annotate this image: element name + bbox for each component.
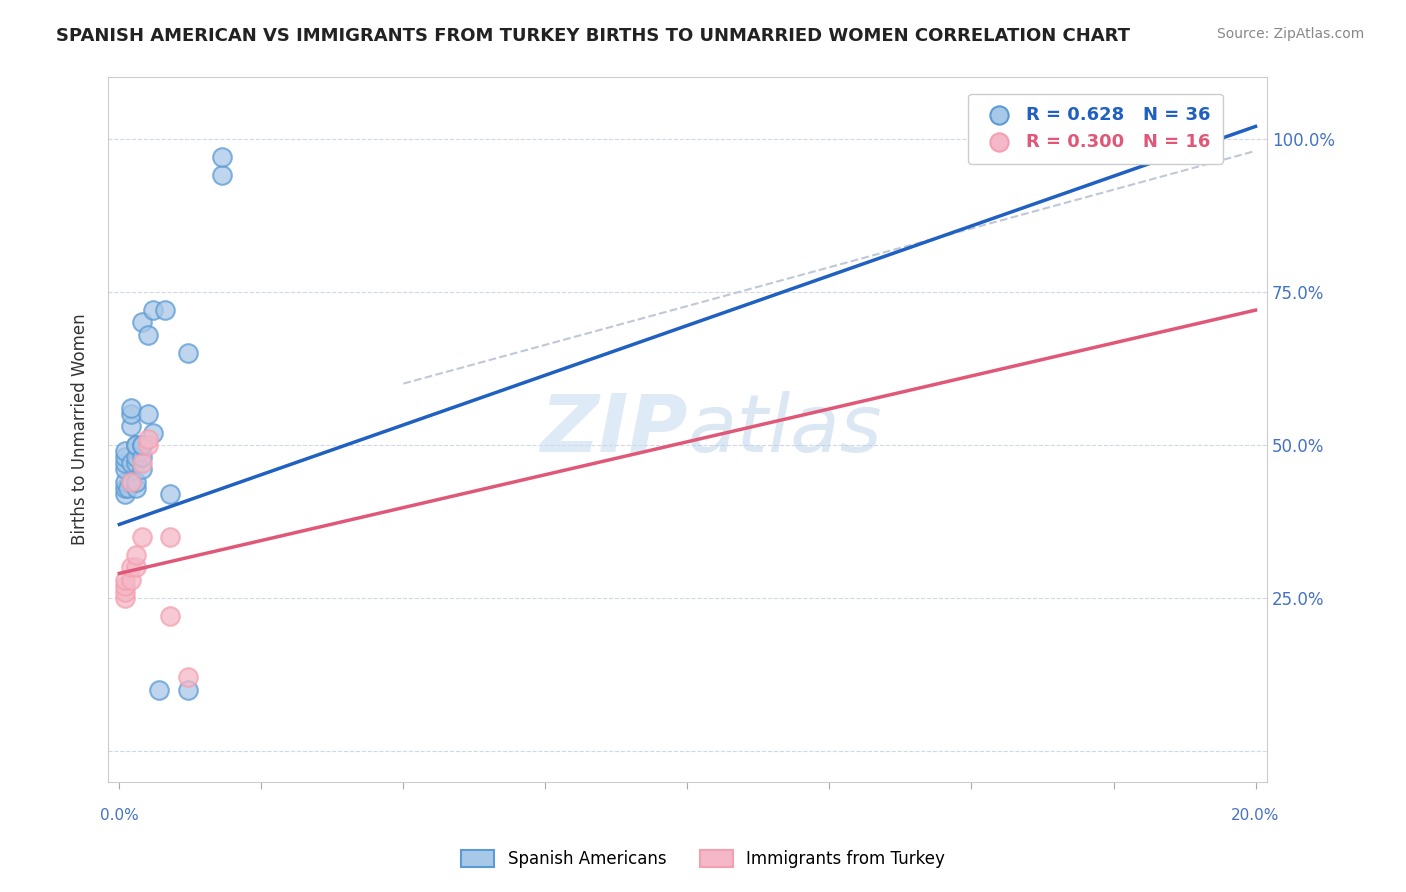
Point <box>136 438 159 452</box>
Point <box>120 475 142 489</box>
Point <box>114 475 136 489</box>
Point <box>125 438 148 452</box>
Text: Source: ZipAtlas.com: Source: ZipAtlas.com <box>1216 27 1364 41</box>
Point <box>176 346 198 360</box>
Point <box>176 682 198 697</box>
Point <box>114 462 136 476</box>
Point <box>176 671 198 685</box>
Point <box>120 407 142 421</box>
Point <box>125 450 148 464</box>
Point <box>131 438 153 452</box>
Point <box>120 475 142 489</box>
Point <box>114 444 136 458</box>
Point <box>148 682 170 697</box>
Point <box>114 579 136 593</box>
Point <box>114 456 136 470</box>
Point <box>159 609 181 624</box>
Text: 0.0%: 0.0% <box>100 808 139 823</box>
Point <box>131 438 153 452</box>
Legend: R = 0.628   N = 36, R = 0.300   N = 16: R = 0.628 N = 36, R = 0.300 N = 16 <box>969 94 1223 164</box>
Point <box>159 487 181 501</box>
Point <box>114 450 136 464</box>
Point <box>114 584 136 599</box>
Point <box>114 481 136 495</box>
Point <box>142 303 165 318</box>
Text: atlas: atlas <box>688 391 882 468</box>
Point <box>136 327 159 342</box>
Point <box>153 303 176 318</box>
Point <box>114 487 136 501</box>
Point <box>136 432 159 446</box>
Point <box>125 548 148 562</box>
Legend: Spanish Americans, Immigrants from Turkey: Spanish Americans, Immigrants from Turke… <box>454 843 952 875</box>
Text: ZIP: ZIP <box>540 391 688 468</box>
Point <box>120 419 142 434</box>
Point <box>211 169 233 183</box>
Point <box>120 560 142 574</box>
Point <box>117 481 139 495</box>
Y-axis label: Births to Unmarried Women: Births to Unmarried Women <box>72 314 89 545</box>
Point <box>114 591 136 605</box>
Point <box>159 530 181 544</box>
Point <box>131 456 153 470</box>
Point <box>125 456 148 470</box>
Point <box>131 450 153 464</box>
Point <box>142 425 165 440</box>
Point <box>120 401 142 415</box>
Point <box>211 150 233 164</box>
Point <box>125 560 148 574</box>
Point <box>114 573 136 587</box>
Point <box>136 407 159 421</box>
Point <box>120 573 142 587</box>
Text: SPANISH AMERICAN VS IMMIGRANTS FROM TURKEY BIRTHS TO UNMARRIED WOMEN CORRELATION: SPANISH AMERICAN VS IMMIGRANTS FROM TURK… <box>56 27 1130 45</box>
Point <box>125 481 148 495</box>
Text: 20.0%: 20.0% <box>1232 808 1279 823</box>
Point <box>125 475 148 489</box>
Point <box>131 315 153 329</box>
Point <box>131 530 153 544</box>
Point <box>120 456 142 470</box>
Point <box>1188 131 1211 145</box>
Point <box>131 462 153 476</box>
Point <box>125 438 148 452</box>
